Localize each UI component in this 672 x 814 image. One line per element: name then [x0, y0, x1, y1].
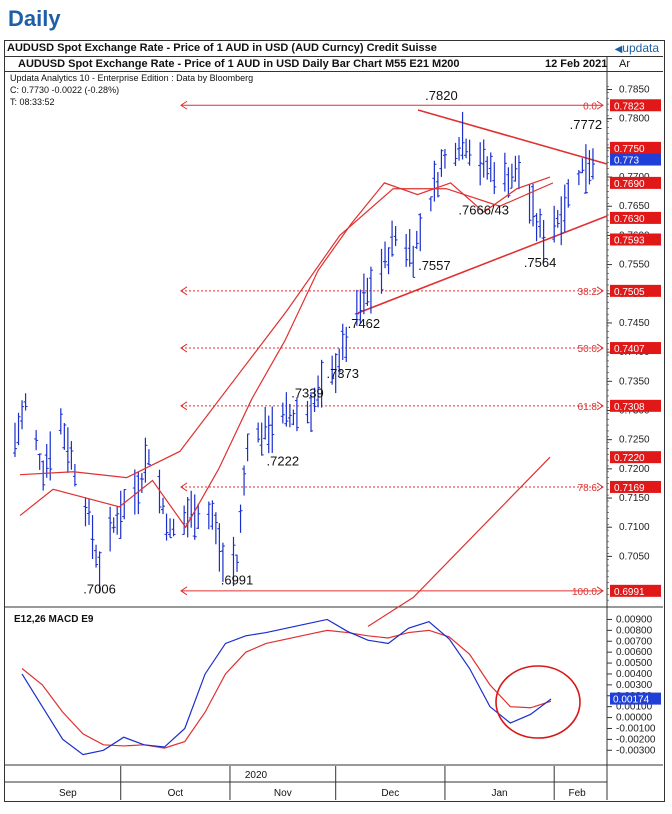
- chart-header-title: AUDUSD Spot Exchange Rate - Price of 1 A…: [7, 42, 437, 54]
- chart-header: AUDUSD Spot Exchange Rate - Price of 1 A…: [4, 40, 663, 57]
- info-line-close: C: 0.7730 -0.0022 (-0.28%): [10, 85, 120, 95]
- chart-subheader: AUDUSD Spot Exchange Rate - Price of 1 A…: [4, 57, 663, 72]
- page-heading: Daily: [8, 6, 61, 31]
- arrow-left-icon: ◀: [614, 44, 623, 55]
- brand-label: updata: [622, 41, 659, 55]
- chart-frame: [4, 40, 665, 802]
- chart-date: 12 Feb 2021: [545, 58, 608, 70]
- updata-brand: ◀updata: [615, 41, 659, 55]
- chart-subtitle: AUDUSD Spot Exchange Rate - Price of 1 A…: [18, 58, 460, 70]
- info-line-source: Updata Analytics 10 - Enterprise Edition…: [10, 73, 254, 83]
- info-line-time: T: 08:33:52: [10, 97, 55, 107]
- axis-unit-label: Ar: [619, 58, 630, 70]
